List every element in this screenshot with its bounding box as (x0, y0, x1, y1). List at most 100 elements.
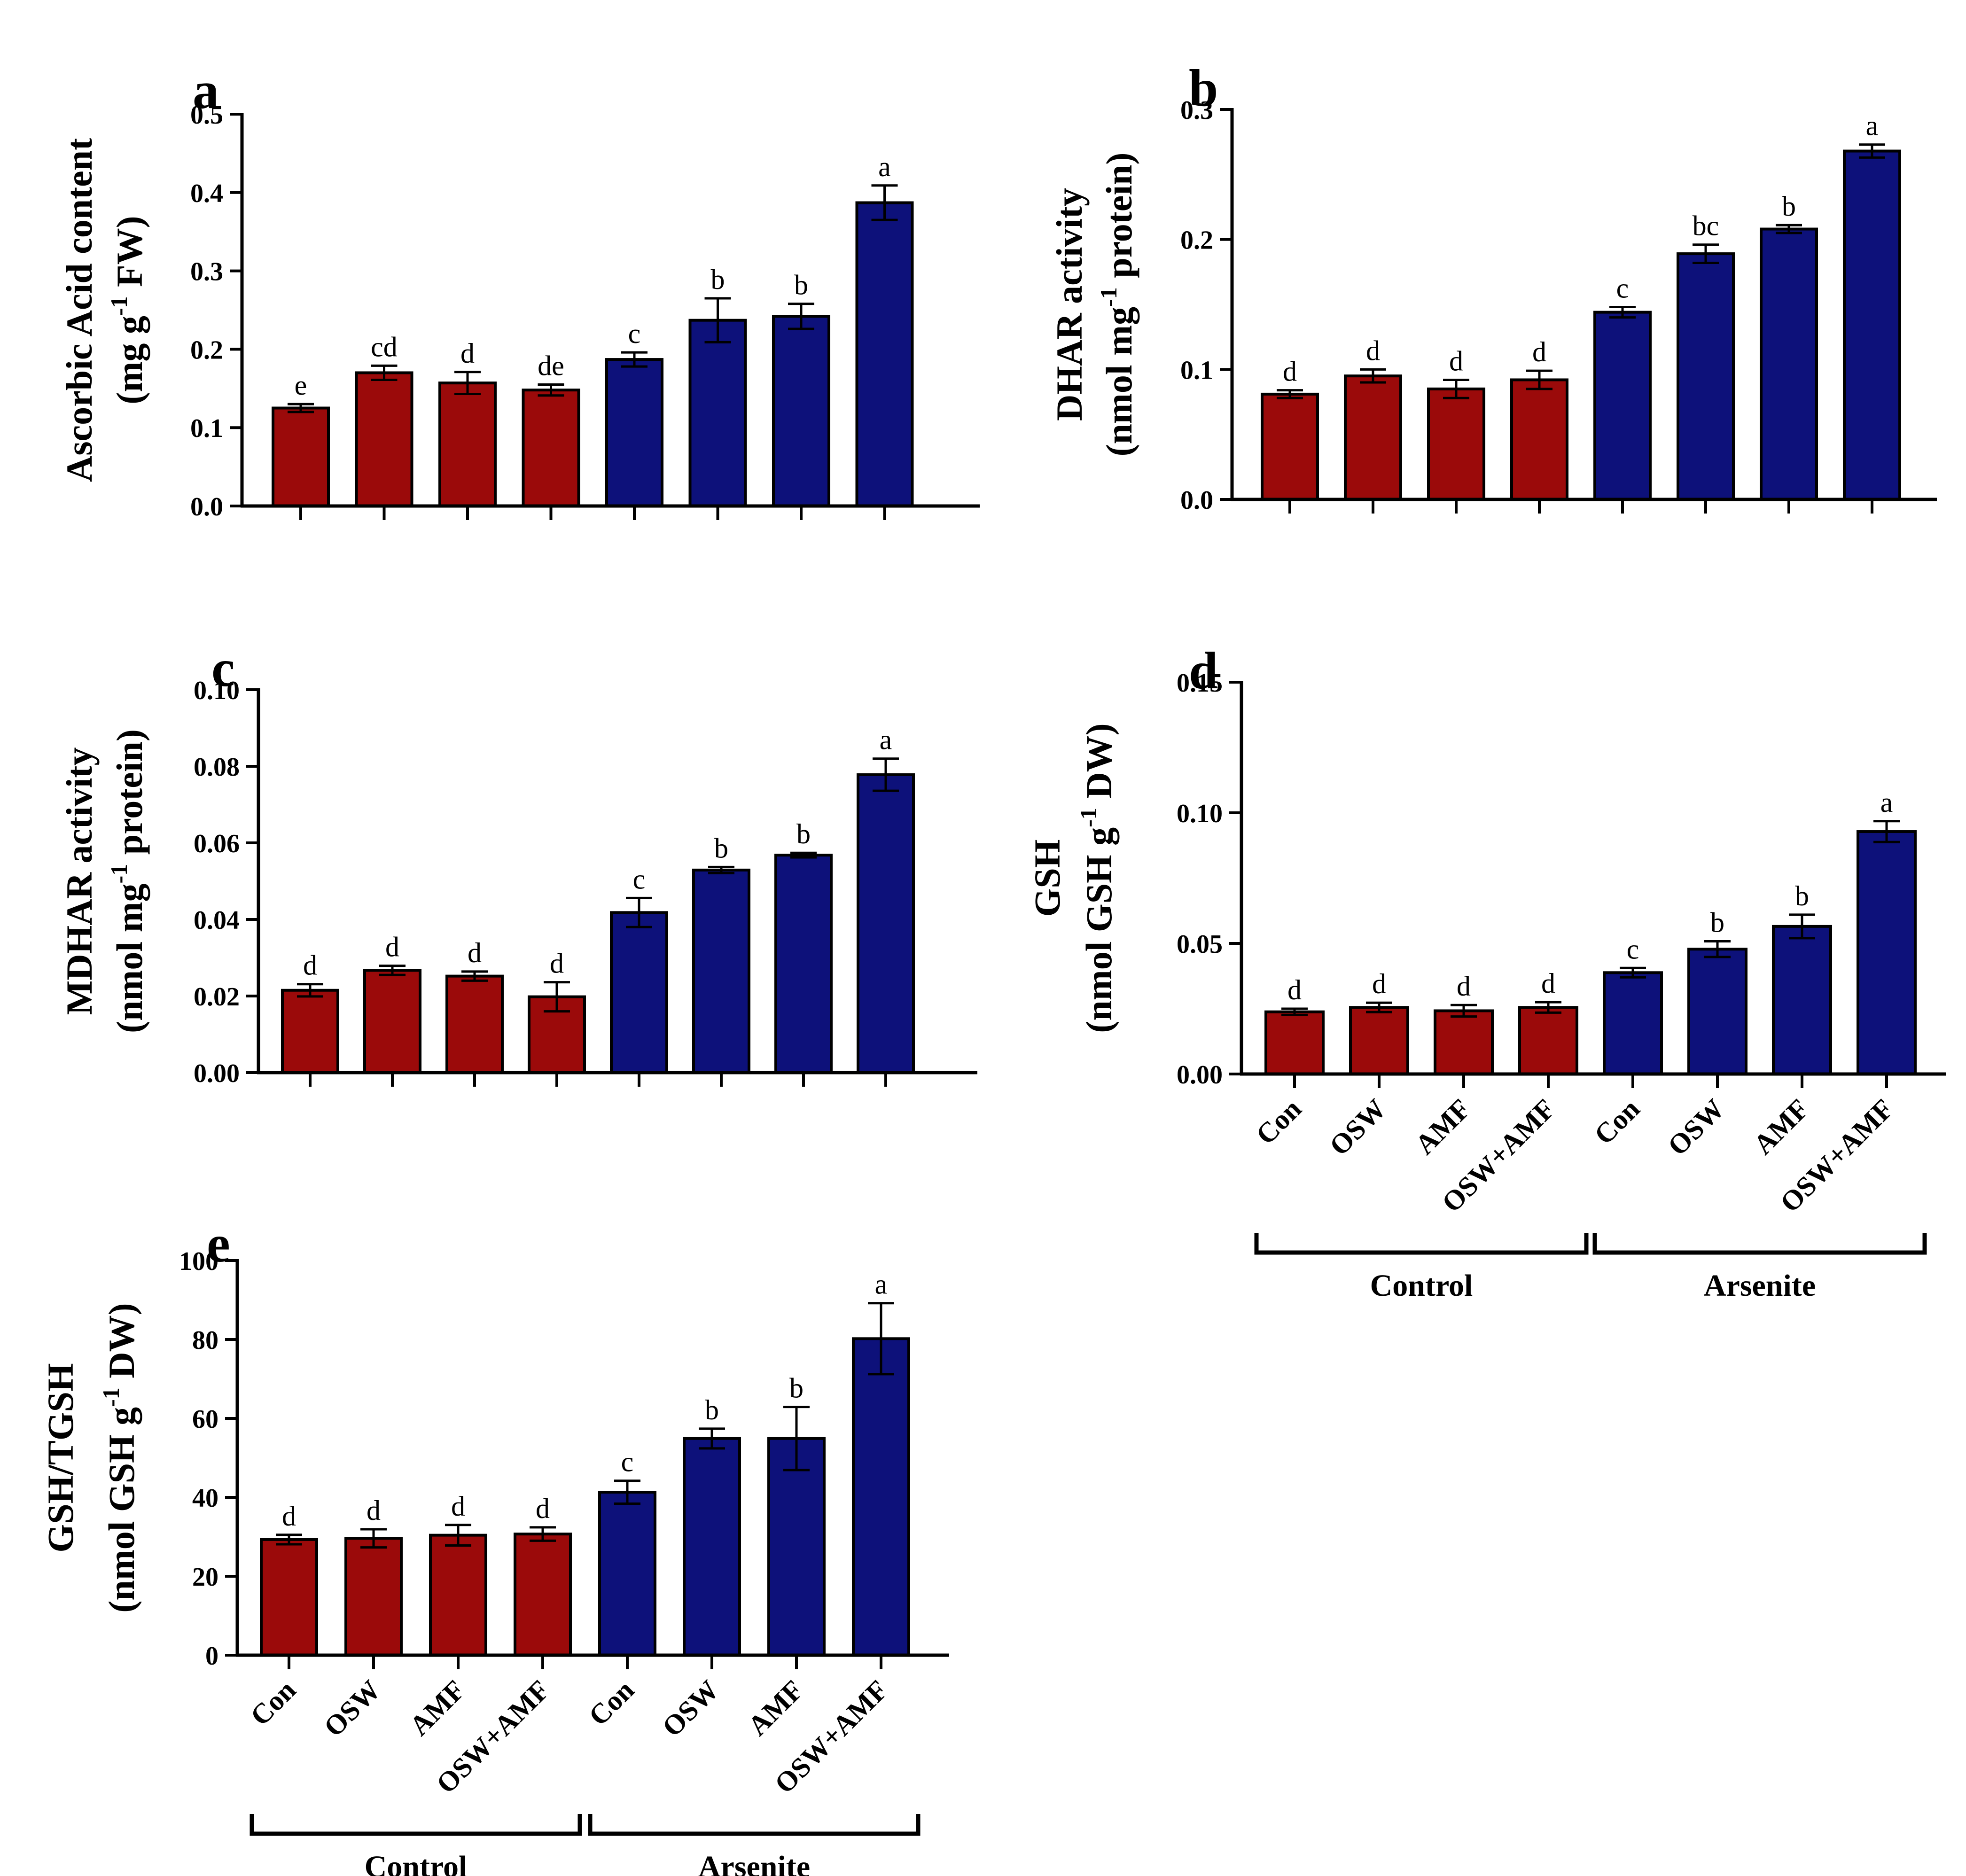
y-tick-label: 0.00 (194, 1059, 240, 1088)
bar (598, 1491, 656, 1657)
bar (1772, 925, 1832, 1075)
bar (1427, 387, 1485, 501)
y-tick-label: 0 (205, 1642, 218, 1671)
significance-letter: d (1366, 335, 1380, 366)
significance-letter: d (1372, 968, 1386, 999)
y-axis-unit-text: (mg g (109, 316, 150, 404)
bar (605, 358, 663, 507)
y-axis-unit-superscript: -1 (1095, 287, 1122, 307)
panel-letter-d: d (1189, 642, 1218, 700)
significance-letter: b (705, 1394, 719, 1425)
category-label: OSW (1662, 1093, 1730, 1162)
panel-d: d d d d d c b b a 0.00 0.05 0.10 0.15 GSH (nmol GSH g-… (1027, 642, 1946, 1303)
group-label-control: Control (365, 1850, 468, 1876)
y-axis-unit-text: DW) (101, 1303, 142, 1387)
bar (355, 371, 413, 507)
significance-letter: bc (1693, 210, 1719, 241)
y-tick-label: 80 (192, 1326, 218, 1355)
bar (1349, 1006, 1409, 1075)
y-axis-unit: (mg g-1 FW) (106, 216, 150, 404)
category-label: AMF (742, 1674, 809, 1742)
significance-letter: b (796, 818, 811, 849)
bar (772, 315, 830, 507)
category-label: OSW (318, 1674, 386, 1743)
bar (1261, 392, 1319, 501)
significance-letter: d (451, 1491, 465, 1522)
y-axis-unit-text: (nmol mg (109, 883, 150, 1033)
y-tick-label: 0.1 (1180, 356, 1213, 385)
bar (1510, 378, 1568, 501)
panel-c: c d d d d c b b a 0.00 0.02 0.04 0.06 0.08 0.10 MDHAR a… (59, 639, 977, 1088)
y-tick-label: 0.1 (190, 414, 223, 443)
y-tick-label: 0.02 (194, 982, 240, 1012)
y-axis-title: GSH (1027, 840, 1068, 917)
bar (1760, 227, 1818, 501)
y-axis-unit-superscript: -1 (98, 1387, 124, 1407)
significance-letter: cd (371, 331, 398, 362)
y-axis-title: Ascorbic Acid content (59, 138, 100, 482)
y-tick-label: 0.05 (1177, 930, 1223, 959)
y-axis-unit-text: (nmol mg (1099, 307, 1139, 456)
bar (363, 969, 421, 1074)
y-axis-unit-text: protein) (1099, 153, 1139, 288)
panel-letter-a: a (193, 62, 219, 120)
significance-letter: b (1795, 880, 1809, 911)
significance-letter: a (878, 151, 891, 182)
panel-letter-e: e (207, 1215, 230, 1273)
y-tick-label: 0.00 (1177, 1060, 1223, 1090)
category-label: OSW (1323, 1093, 1392, 1162)
category-label: Con (1250, 1093, 1307, 1151)
significance-letter: a (1866, 110, 1879, 141)
significance-letter: d (1541, 968, 1555, 999)
bar (688, 319, 747, 508)
significance-letter: d (1283, 356, 1297, 387)
bar (1857, 830, 1917, 1075)
significance-letter: a (880, 724, 892, 755)
y-axis-unit-text: FW) (109, 216, 150, 296)
y-tick-label: 0.15 (1177, 669, 1223, 698)
bar (1843, 149, 1901, 501)
y-axis-unit: (nmol mg-1 protein) (1095, 153, 1139, 457)
bar (1603, 971, 1663, 1075)
significance-letter: b (1710, 907, 1724, 938)
significance-letter: d (460, 338, 475, 369)
group-bracket-control (1254, 1233, 1589, 1255)
bar (522, 389, 580, 507)
bar (852, 1337, 910, 1657)
bar (610, 911, 668, 1074)
panel-a: a e cd d de c b b a 0.0 0.1 0.2 0.3 0.4 0.5 Ascorbic Ac… (59, 62, 980, 522)
significance-letter: d (1287, 974, 1302, 1005)
bar (260, 1538, 318, 1657)
significance-letter: d (1532, 336, 1546, 367)
bar (528, 995, 586, 1074)
y-tick-label: 20 (192, 1563, 218, 1592)
y-tick-label: 0.2 (1180, 226, 1213, 255)
y-axis-unit: (nmol GSH g-1 DW) (98, 1303, 142, 1612)
bar (692, 868, 750, 1074)
y-tick-label: 0.0 (190, 492, 223, 522)
bar (272, 406, 330, 507)
group-label-control: Control (1370, 1269, 1473, 1303)
bar (857, 773, 915, 1074)
category-label: Con (244, 1674, 302, 1732)
significance-letter: a (1880, 787, 1893, 818)
y-tick-label: 0.08 (194, 753, 240, 782)
group-label-arsenite: Arsenite (698, 1850, 810, 1876)
significance-letter: de (538, 350, 564, 381)
category-label: AMF (1748, 1093, 1815, 1160)
panel-letter-b: b (1189, 59, 1218, 117)
bar (1518, 1006, 1578, 1075)
significance-letter: c (633, 864, 646, 895)
category-label: Con (583, 1674, 640, 1732)
significance-letter: e (295, 370, 307, 401)
y-axis-title: GSH/TGSH (40, 1363, 81, 1552)
y-tick-label: 0.0 (1180, 486, 1213, 515)
significance-letter: d (550, 948, 564, 979)
category-label: AMF (404, 1674, 471, 1742)
category-label: AMF (1409, 1093, 1476, 1160)
y-axis-unit-superscript: -1 (1075, 808, 1101, 827)
y-tick-label: 0.3 (1180, 96, 1213, 125)
y-axis-unit-text: (nmol GSH g (101, 1407, 142, 1613)
significance-letter: b (711, 264, 725, 295)
